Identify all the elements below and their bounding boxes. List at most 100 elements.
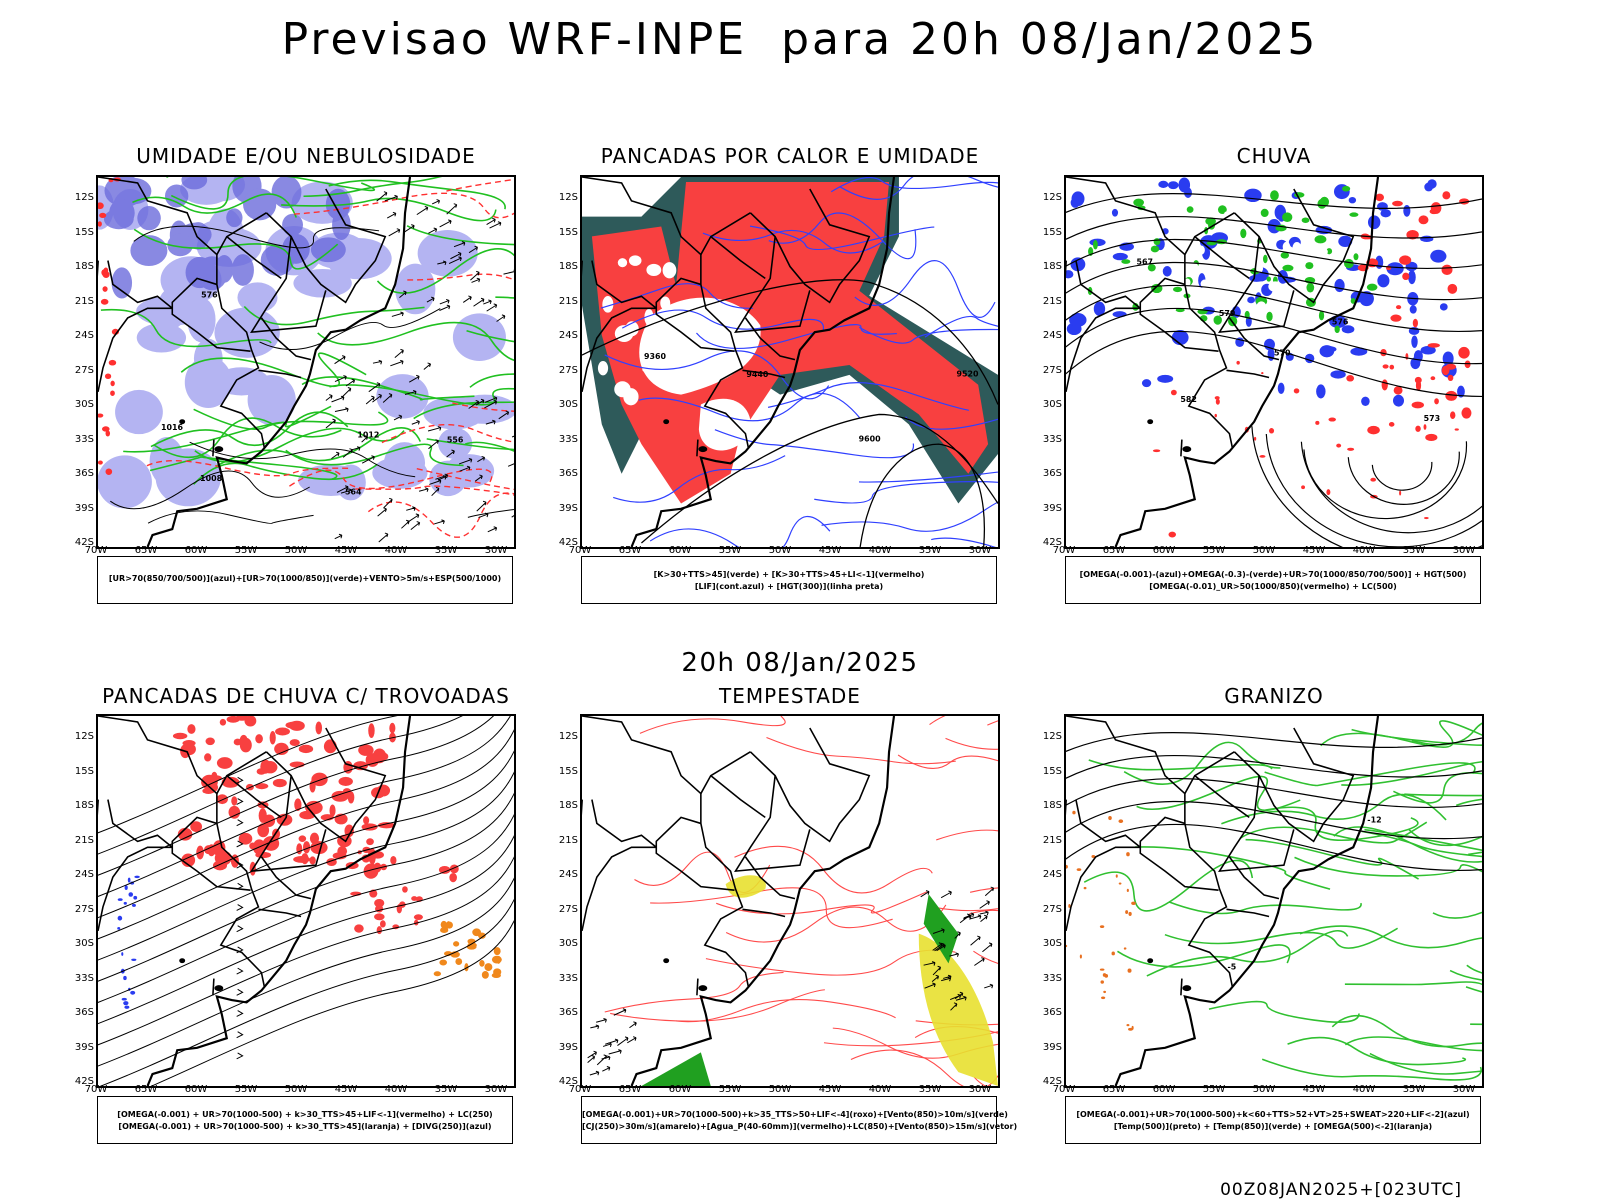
legend-line: [OMEGA(-0.001) + UR>70(1000-500) + k>30_… xyxy=(117,1110,493,1119)
map-panel: -12 -5 xyxy=(1064,714,1484,1088)
longitude-tick: 30W xyxy=(1452,1084,1476,1095)
latitude-tick: 27S xyxy=(1042,364,1062,376)
longitude-tick: 40W xyxy=(384,1084,408,1095)
longitude-tick: 35W xyxy=(918,1084,942,1095)
contour-label: 576 xyxy=(1332,318,1349,327)
latitude-tick: 27S xyxy=(558,364,578,376)
latitude-tick: 42S xyxy=(1042,1076,1062,1087)
longitude-tick: 70W xyxy=(1052,545,1076,556)
latitude-tick: 30S xyxy=(1042,399,1062,410)
shaded-region xyxy=(597,255,677,406)
legend-line: [UR>70(850/700/500)](azul)+[UR>70(1000/8… xyxy=(108,574,502,583)
map-outline xyxy=(98,716,412,1086)
latitude-tick: 27S xyxy=(74,364,94,376)
longitude-tick: 60W xyxy=(1152,545,1176,556)
latitude-tick: 15S xyxy=(558,226,578,238)
contour-label: 576 xyxy=(201,291,218,300)
longitude-tick: 45W xyxy=(1302,545,1326,556)
latitude-tick: 36S xyxy=(74,468,94,479)
map-panel xyxy=(580,714,1000,1088)
map-outline xyxy=(1066,177,1380,547)
panel-title: PANCADAS DE CHUVA C/ TROVOADAS xyxy=(102,684,510,708)
contour-lines xyxy=(1066,732,1482,871)
latitude-tick: 42S xyxy=(558,537,578,548)
latitude-tick: 39S xyxy=(1042,502,1062,514)
longitude-tick: 65W xyxy=(618,545,642,556)
wind-vectors xyxy=(325,348,514,543)
longitude-tick: 55W xyxy=(718,1084,742,1095)
longitude-tick: 55W xyxy=(718,545,742,556)
legend-line: [Temp(500)](preto) + [Temp(850)](verde) … xyxy=(1113,1122,1433,1131)
mid-date-label: 20h 08/Jan/2025 xyxy=(681,648,919,678)
longitude-tick: 35W xyxy=(918,545,942,556)
latitude-tick: 39S xyxy=(74,502,94,514)
map-panel: 9600 9520 9440 9360 xyxy=(580,175,1000,549)
longitude-tick: 35W xyxy=(1402,1084,1426,1095)
longitude-tick: 50W xyxy=(284,1084,308,1095)
latitude-tick: 15S xyxy=(1042,226,1062,238)
latitude-tick: 30S xyxy=(558,938,578,949)
latitude-tick: 30S xyxy=(558,399,578,410)
latitude-tick: 39S xyxy=(74,1041,94,1053)
wind-vectors xyxy=(920,886,995,1011)
latitude-tick: 27S xyxy=(74,903,94,915)
latitude-tick: 30S xyxy=(74,938,94,949)
latitude-tick: 21S xyxy=(74,295,94,307)
contour-label: -5 xyxy=(1228,962,1237,971)
longitude-tick: 35W xyxy=(434,1084,458,1095)
latitude-tick: 18S xyxy=(1042,800,1062,811)
streamlines xyxy=(98,716,514,1086)
contour-label: 9600 xyxy=(859,435,882,444)
shaded-region xyxy=(918,933,998,1086)
shaded-region xyxy=(98,177,121,475)
latitude-tick: 24S xyxy=(558,869,578,880)
panel-title: TEMPESTADE xyxy=(719,684,861,708)
latitude-tick: 36S xyxy=(558,468,578,479)
latitude-tick: 18S xyxy=(1042,261,1062,272)
longitude-tick: 30W xyxy=(1452,545,1476,556)
panel-legend: [UR>70(850/700/500)](azul)+[UR>70(1000/8… xyxy=(97,556,513,604)
latitude-tick: 18S xyxy=(558,261,578,272)
shaded-region xyxy=(172,716,396,879)
contour-label: 582 xyxy=(1180,395,1197,404)
latitude-tick: 15S xyxy=(558,765,578,777)
longitude-tick: 30W xyxy=(968,545,992,556)
latitude-tick: 42S xyxy=(1042,537,1062,548)
latitude-tick: 12S xyxy=(1042,192,1062,203)
contour-label: 1016 xyxy=(161,423,184,432)
panel-legend: [K>30+TTS>45](verde) + [K>30+TTS>45+LI<-… xyxy=(581,556,997,604)
legend-line: [OMEGA(-0.001)-(azul)+OMEGA(-0.3)-(verde… xyxy=(1079,570,1467,579)
latitude-tick: 12S xyxy=(558,731,578,742)
longitude-tick: 45W xyxy=(818,545,842,556)
latitude-tick: 24S xyxy=(1042,869,1062,880)
latitude-tick: 27S xyxy=(1042,903,1062,915)
legend-line: [CJ(250)>30m/s](amarelo)+[Agua_P(40-60mm… xyxy=(582,1122,1018,1131)
longitude-tick: 60W xyxy=(184,545,208,556)
longitude-tick: 30W xyxy=(484,545,508,556)
legend-line: [OMEGA(-0.001)+UR>70(1000-500)+k<60+TTS>… xyxy=(1076,1110,1470,1119)
shaded-region xyxy=(103,177,351,299)
latitude-tick: 27S xyxy=(558,903,578,915)
panel-legend: [OMEGA(-0.001)-(azul)+OMEGA(-0.3)-(verde… xyxy=(1065,556,1481,604)
longitude-tick: 50W xyxy=(1252,1084,1276,1095)
legend-line: [OMEGA(-0.01)_UR>50(1000/850)(vermelho) … xyxy=(1149,582,1397,591)
latitude-tick: 36S xyxy=(1042,1007,1062,1018)
map-outline xyxy=(582,716,896,1086)
contour-lines xyxy=(1251,426,1482,547)
latitude-tick: 15S xyxy=(1042,765,1062,777)
contour-label: 556 xyxy=(447,435,464,444)
latitude-tick: 15S xyxy=(74,765,94,777)
longitude-tick: 60W xyxy=(184,1084,208,1095)
latitude-tick: 24S xyxy=(74,330,94,341)
map-outline xyxy=(1066,716,1380,1086)
latitude-tick: 30S xyxy=(1042,938,1062,949)
longitude-tick: 70W xyxy=(568,1084,592,1095)
latitude-tick: 33S xyxy=(74,972,94,984)
longitude-tick: 60W xyxy=(1152,1084,1176,1095)
longitude-tick: 70W xyxy=(84,1084,108,1095)
legend-line: [OMEGA(-0.001) + UR>70(1000-500) + k>30_… xyxy=(118,1122,492,1131)
latitude-tick: 42S xyxy=(74,1076,94,1087)
latitude-tick: 39S xyxy=(1042,1041,1062,1053)
longitude-tick: 30W xyxy=(484,1084,508,1095)
longitude-tick: 40W xyxy=(1352,545,1376,556)
